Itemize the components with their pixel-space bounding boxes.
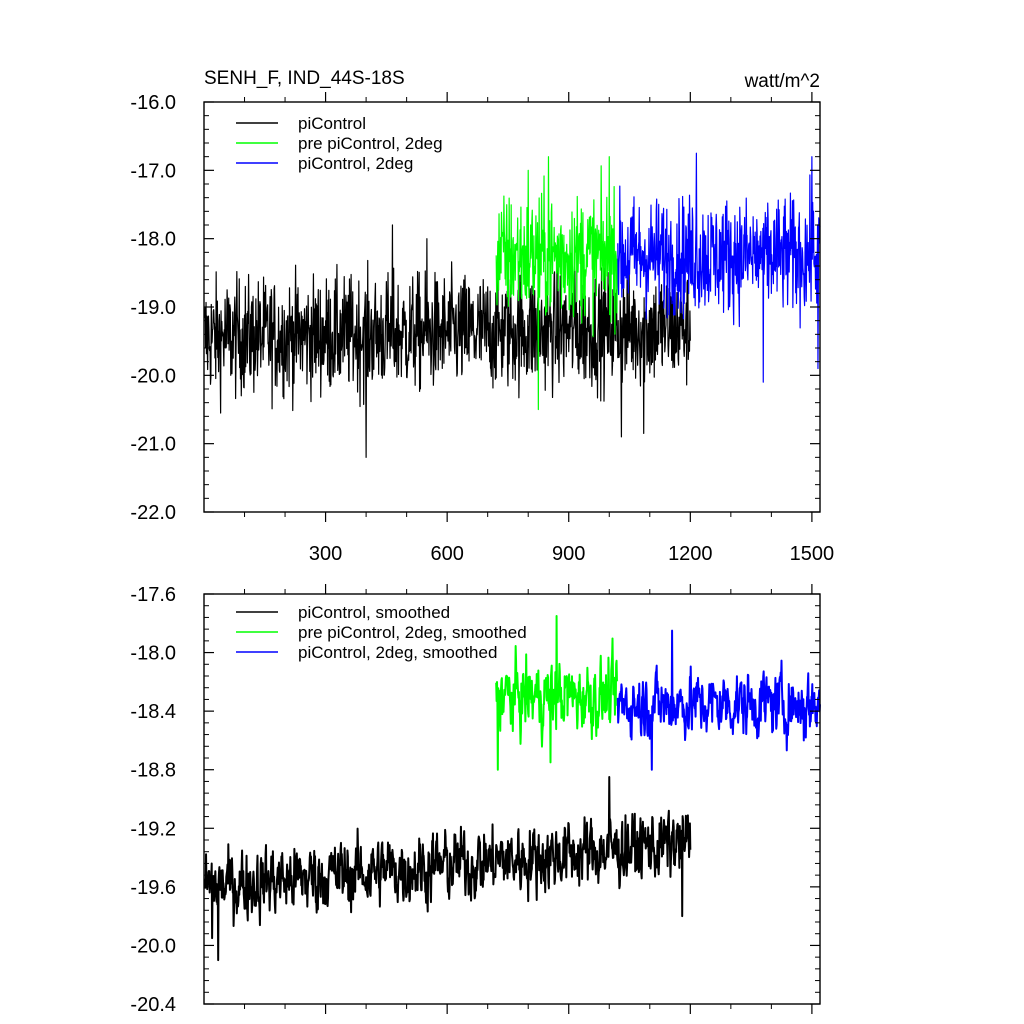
y-tick-label: -19.6 — [130, 877, 176, 899]
bottom-ticks-group: -17.6 -18.0 -18.4 -18.8 -19.2 -19.6 -20.0 -20.4 — [130, 584, 820, 1016]
y-tick-label: -20.0 — [130, 365, 176, 387]
y-tick-label: -17.6 — [130, 584, 176, 606]
y-tick-label: -22.0 — [130, 502, 176, 524]
x-tick-label: 300 — [309, 543, 342, 565]
top-series-group — [203, 152, 821, 458]
series-line-3 — [616, 629, 821, 771]
y-tick-label: -18.4 — [130, 701, 176, 723]
bottom-series-group — [203, 614, 821, 962]
y-tick-label: -17.0 — [130, 160, 176, 182]
y-tick-label: -18.0 — [130, 643, 176, 665]
series-line-2 — [495, 614, 619, 771]
legend-label: pre piControl, 2deg — [298, 134, 443, 153]
legend-label: piControl, 2deg, smoothed — [298, 643, 497, 662]
legend-label: piControl — [298, 114, 366, 133]
y-tick-label: -20.4 — [130, 994, 176, 1016]
legend-label: piControl, smoothed — [298, 603, 450, 622]
x-tick-label: 900 — [552, 543, 585, 565]
series-line-1 — [203, 776, 692, 962]
series-line-3 — [617, 152, 821, 383]
legend-label: pre piControl, 2deg, smoothed — [298, 623, 527, 642]
panel-bottom: -17.6 -18.0 -18.4 -18.8 -19.2 -19.6 -20.0 -20.4… — [130, 584, 821, 1016]
series-line-2 — [495, 156, 618, 411]
units-label: watt/m^2 — [744, 71, 820, 92]
y-tick-label: -18.0 — [130, 229, 176, 251]
x-tick-label: 1200 — [668, 543, 713, 565]
y-tick-label: -18.8 — [130, 760, 176, 782]
bottom-plot-frame — [203, 593, 821, 1005]
x-tick-label: 1500 — [790, 543, 835, 565]
y-tick-label: -19.0 — [130, 297, 176, 319]
y-tick-label: -21.0 — [130, 434, 176, 456]
top-ticks-group: -16.0 -17.0 -18.0 -19.0 -20.0 -21.0 -22.0 300 60… — [130, 92, 834, 565]
y-tick-label: -19.2 — [130, 818, 176, 840]
x-tick-label: 600 — [430, 543, 463, 565]
y-tick-label: -16.0 — [130, 92, 176, 114]
panel-top: -16.0 -17.0 -18.0 -19.0 -20.0 -21.0 -22.0 300 60… — [130, 92, 834, 565]
chart-title: SENH_F, IND_44S-18S — [204, 68, 405, 89]
y-tick-label: -20.0 — [130, 935, 176, 957]
legend-label: piControl, 2deg — [298, 154, 413, 173]
